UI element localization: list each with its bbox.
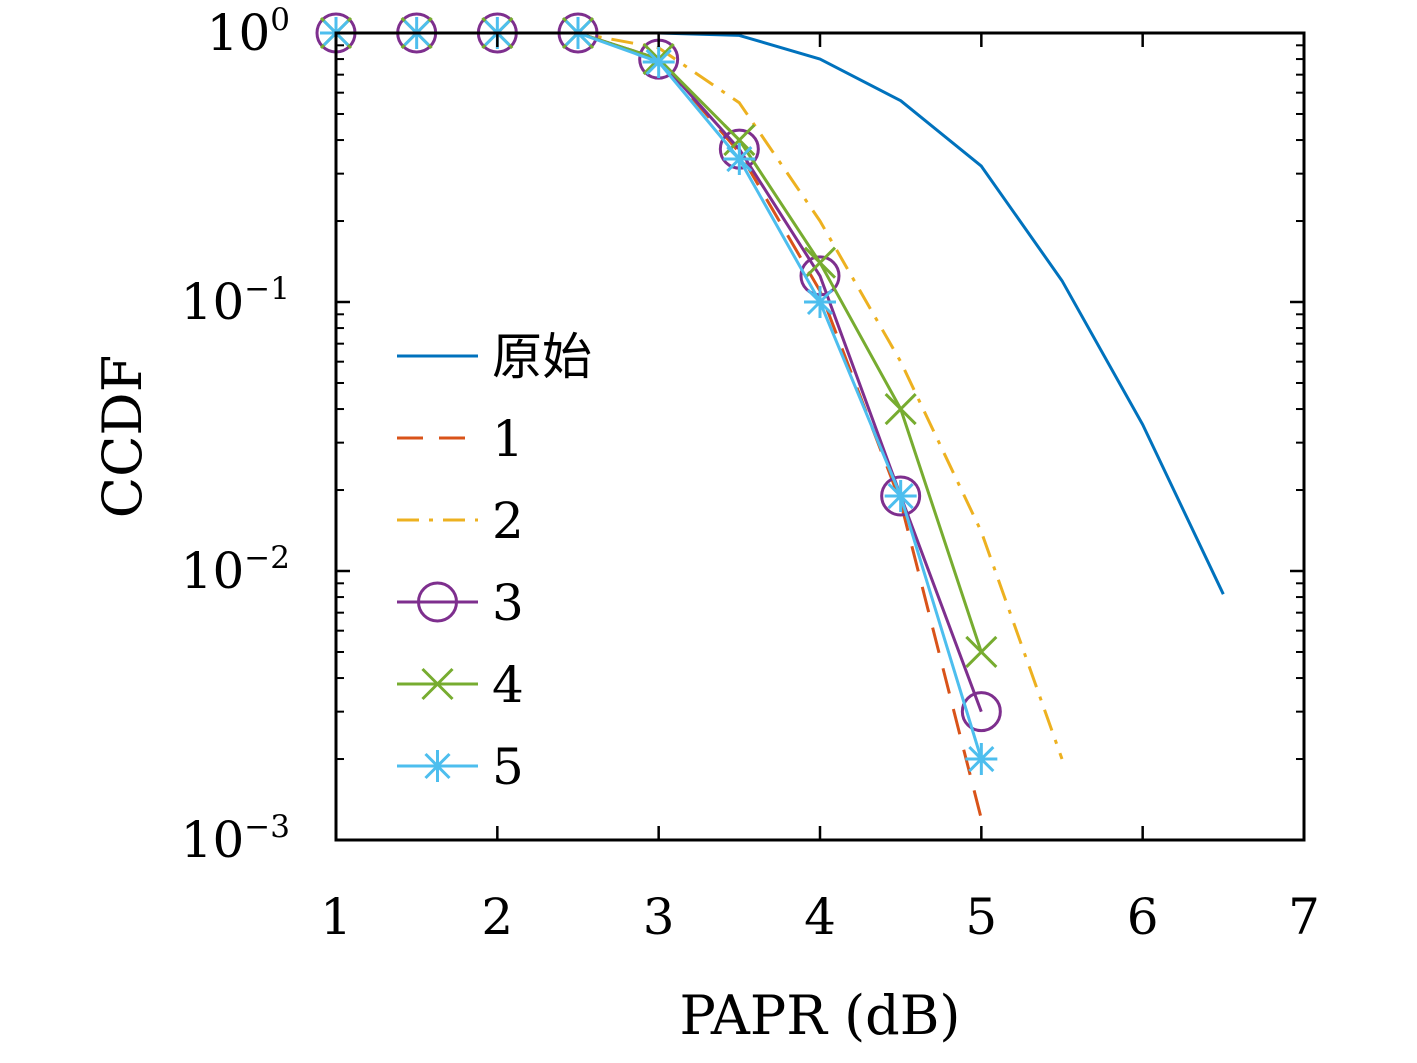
- series-line: [336, 31, 1225, 595]
- series-3: [336, 31, 1064, 760]
- x-tick-label: 5: [965, 888, 997, 946]
- series-line: [336, 31, 983, 760]
- data-point-marker: [804, 286, 836, 318]
- x-axis-title: PAPR (dB): [680, 984, 961, 1047]
- y-tick-label: 10−1: [181, 271, 290, 331]
- series-6: [320, 17, 998, 776]
- data-point-marker: [642, 46, 675, 79]
- axis-ticks-layer: 1 2 3 4 5 6 7 100 10−1 10−2 10−3: [181, 2, 1320, 946]
- y-tick-label: 10−2: [181, 540, 290, 600]
- series-4: [315, 12, 1002, 733]
- data-point-marker: [880, 475, 922, 517]
- y-tick-label: 10−3: [181, 809, 290, 869]
- legend-item: 3: [397, 574, 524, 632]
- series-line: [336, 31, 983, 653]
- x-tick-label: 3: [643, 888, 675, 946]
- x-tick-label: 2: [481, 888, 513, 946]
- legend-label: 原始: [492, 328, 592, 386]
- x-tick-label: 7: [1288, 888, 1320, 946]
- y-axis-title: CCDF: [91, 355, 154, 518]
- x-tick-label: 1: [320, 888, 352, 946]
- legend-swatch-marker: [417, 581, 458, 623]
- legend-label: 3: [492, 574, 524, 632]
- legend-label: 1: [492, 410, 524, 468]
- series-2: [336, 31, 983, 820]
- legend-label: 5: [492, 738, 524, 796]
- x-tick-label: 4: [804, 888, 836, 946]
- legend-item: 原始: [397, 328, 592, 386]
- legend-item: 1: [397, 410, 524, 468]
- legend-item: 2: [397, 492, 524, 550]
- legend-swatch-marker: [421, 667, 454, 701]
- series-line: [336, 31, 1064, 760]
- data-point-marker: [960, 691, 1002, 733]
- data-point-marker: [723, 143, 756, 176]
- series-5: [319, 16, 998, 669]
- legend-label: 4: [492, 656, 524, 714]
- x-tick-label: 6: [1127, 888, 1159, 946]
- y-tick-label: 100: [207, 2, 290, 62]
- series-line: [336, 31, 983, 713]
- legend-item: 4: [397, 656, 524, 714]
- data-point-marker: [884, 392, 917, 426]
- legend-item: 5: [397, 738, 524, 796]
- data-point-marker: [803, 246, 837, 279]
- series-line: [336, 31, 983, 820]
- legend: 原始 1 2 3 4 5: [397, 328, 592, 796]
- legend-swatch-marker: [421, 750, 454, 782]
- plot-area-frame: [334, 31, 1306, 842]
- legend-label: 2: [492, 492, 524, 550]
- series-1: [336, 31, 1225, 595]
- data-point-marker: [884, 480, 917, 513]
- data-point-marker: [965, 743, 998, 776]
- data-point-marker: [965, 635, 998, 669]
